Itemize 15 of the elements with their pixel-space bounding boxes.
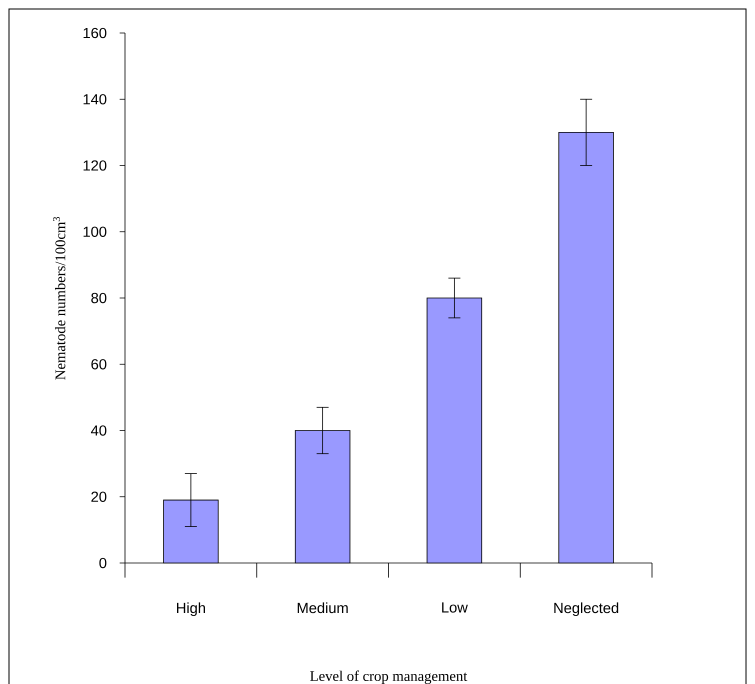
x-tick-label: Low bbox=[442, 602, 468, 613]
x-tick-label: Medium bbox=[298, 602, 348, 614]
x-tick-label: Neglected bbox=[554, 602, 618, 616]
y-tick-label: 60 bbox=[91, 359, 106, 370]
y-tick-label: 0 bbox=[99, 558, 106, 568]
y-tick-label: 160 bbox=[84, 28, 106, 38]
y-tick-label: 140 bbox=[84, 94, 106, 104]
x-axis-title: Level of crop management bbox=[310, 670, 468, 684]
y-tick-label: 80 bbox=[91, 292, 106, 304]
y-tick-label: 120 bbox=[84, 160, 106, 171]
x-tick-label: High bbox=[177, 602, 205, 616]
y-axis-title: Nematode numbers/100cm$^{3}$ bbox=[53, 216, 66, 380]
y-tick-label: 40 bbox=[90, 425, 106, 436]
y-tick-label: 20 bbox=[91, 492, 106, 502]
y-tick-label: 100 bbox=[84, 226, 106, 237]
